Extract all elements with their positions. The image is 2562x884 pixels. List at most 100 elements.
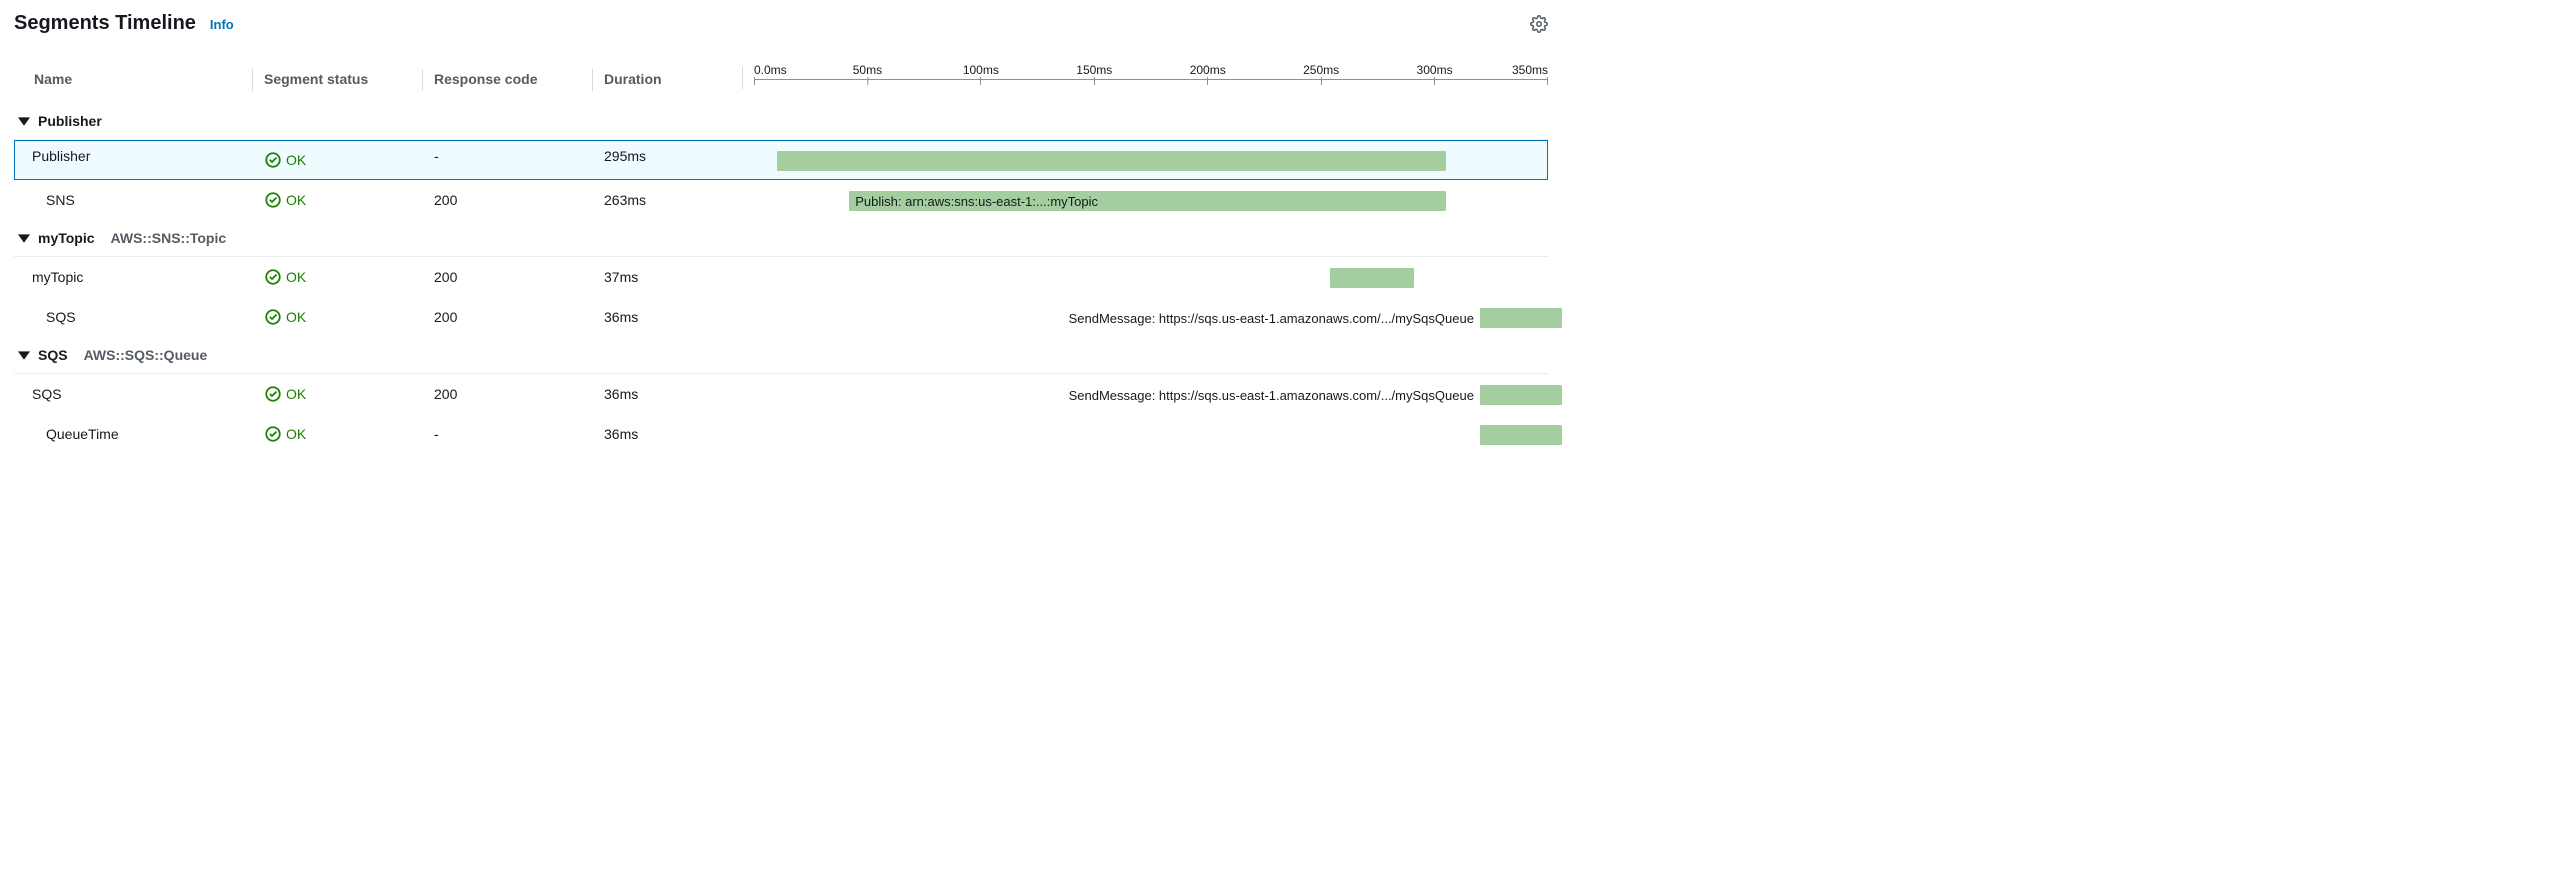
segment-name[interactable]: Publisher [14, 140, 264, 180]
timeline-track [754, 422, 1548, 446]
group-type: AWS::SQS::Queue [84, 347, 208, 363]
ruler-tick: 200ms [1190, 63, 1226, 85]
panel-header: Segments Timeline Info [14, 12, 1548, 35]
segment-name[interactable]: SNS [14, 184, 264, 216]
page-title: Segments Timeline [14, 12, 196, 35]
timeline-bar[interactable] [1480, 425, 1562, 445]
caret-down-icon[interactable] [18, 349, 30, 361]
ruler-tick-label: 100ms [963, 63, 999, 77]
timeline-cell [754, 414, 1548, 454]
ruler-tick-mark [1321, 77, 1322, 85]
timeline-track: SendMessage: https://sqs.us-east-1.amazo… [754, 305, 1548, 329]
ruler-tick-label: 50ms [853, 63, 882, 77]
ruler-tick: 300ms [1417, 63, 1453, 85]
ruler-tick: 50ms [853, 63, 882, 85]
duration: 37ms [604, 261, 754, 293]
response-code: - [434, 418, 604, 450]
gear-icon[interactable] [1530, 15, 1548, 33]
duration: 36ms [604, 378, 754, 410]
check-circle-icon [264, 308, 282, 326]
title-wrap: Segments Timeline Info [14, 12, 234, 35]
check-circle-icon [264, 425, 282, 443]
timeline-bar[interactable]: SendMessage: https://sqs.us-east-1.amazo… [1480, 385, 1562, 405]
status-text: OK [286, 309, 306, 325]
ruler-tick-label: 150ms [1076, 63, 1112, 77]
duration: 36ms [604, 418, 754, 450]
ruler-tick-mark [1207, 77, 1208, 85]
caret-down-icon[interactable] [18, 115, 30, 127]
status-text: OK [286, 426, 306, 442]
check-circle-icon [264, 151, 282, 169]
segment-name[interactable]: SQS [14, 301, 264, 333]
segment-name[interactable]: QueueTime [14, 418, 264, 450]
segment-name[interactable]: myTopic [14, 261, 264, 293]
ruler-tick-label: 250ms [1303, 63, 1339, 77]
ruler-tick: 250ms [1303, 63, 1339, 85]
status-text: OK [286, 269, 306, 285]
segment-status: OK [264, 183, 434, 217]
response-code: - [434, 140, 604, 180]
col-header-response: Response code [434, 65, 604, 101]
ruler-tick-mark [980, 77, 981, 85]
ruler-tick-mark [1434, 77, 1435, 85]
timeline-bar[interactable] [1330, 268, 1414, 288]
ruler-tick: 100ms [963, 63, 999, 85]
group-header-mytopic[interactable]: myTopicAWS::SNS::Topic [14, 220, 1548, 257]
col-header-name: Name [14, 65, 264, 101]
response-code: 200 [434, 184, 604, 216]
duration: 295ms [604, 140, 754, 180]
ruler-tick-label: 350ms [1512, 63, 1548, 77]
check-circle-icon [264, 191, 282, 209]
segment-status: OK [264, 260, 434, 294]
info-link[interactable]: Info [210, 17, 234, 32]
bar-label: SendMessage: https://sqs.us-east-1.amazo… [1069, 388, 1480, 403]
ruler-tick-label: 300ms [1417, 63, 1453, 77]
timeline-track [754, 265, 1548, 289]
timeline-bar[interactable] [777, 151, 1446, 171]
ruler-tick-mark [754, 77, 755, 85]
ruler-tick-label: 200ms [1190, 63, 1226, 77]
status-text: OK [286, 192, 306, 208]
timeline-track: Publish: arn:aws:sns:us-east-1:...:myTop… [754, 188, 1548, 212]
caret-down-icon[interactable] [18, 232, 30, 244]
timeline-bar[interactable]: Publish: arn:aws:sns:us-east-1:...:myTop… [849, 191, 1446, 211]
segment-status: OK [264, 377, 434, 411]
ruler-tick: 0.0ms [754, 63, 787, 85]
ruler-tick-mark [1547, 77, 1548, 85]
group-header-publisher[interactable]: Publisher [14, 103, 1548, 140]
status-text: OK [286, 386, 306, 402]
timeline-cell: SendMessage: https://sqs.us-east-1.amazo… [754, 297, 1548, 337]
timeline-cell [754, 140, 1548, 180]
time-ruler: 0.0ms 50ms 100ms 150ms 200ms 250ms 300ms 350ms [754, 63, 1548, 89]
col-header-status: Segment status [264, 65, 434, 101]
bar-label: Publish: arn:aws:sns:us-east-1:...:myTop… [855, 194, 1098, 209]
group-type: AWS::SNS::Topic [111, 230, 227, 246]
segments-grid: Name Segment status Response code Durati… [14, 63, 1548, 454]
timeline-cell [754, 257, 1548, 297]
segment-status: OK [264, 417, 434, 451]
duration: 263ms [604, 184, 754, 216]
group-header-sqs[interactable]: SQSAWS::SQS::Queue [14, 337, 1548, 374]
timeline-track: SendMessage: https://sqs.us-east-1.amazo… [754, 382, 1548, 406]
col-header-duration: Duration [604, 65, 754, 101]
group-title: Publisher [38, 113, 102, 129]
timeline-cell: SendMessage: https://sqs.us-east-1.amazo… [754, 374, 1548, 414]
segment-status: OK [264, 140, 434, 180]
segment-name[interactable]: SQS [14, 378, 264, 410]
segment-status: OK [264, 300, 434, 334]
timeline-bar[interactable]: SendMessage: https://sqs.us-east-1.amazo… [1480, 308, 1562, 328]
check-circle-icon [264, 268, 282, 286]
check-circle-icon [264, 385, 282, 403]
response-code: 200 [434, 301, 604, 333]
duration: 36ms [604, 301, 754, 333]
status-text: OK [286, 152, 306, 168]
response-code: 200 [434, 261, 604, 293]
bar-label: SendMessage: https://sqs.us-east-1.amazo… [1069, 311, 1480, 326]
ruler-tick-mark [1094, 77, 1095, 85]
ruler-tick: 150ms [1076, 63, 1112, 85]
segment-row-selected[interactable]: Publisher OK -295ms [14, 140, 1548, 180]
ruler-tick: 350ms [1512, 63, 1548, 85]
ruler-tick-mark [867, 77, 868, 85]
ruler-tick-label: 0.0ms [754, 63, 787, 77]
timeline-track [754, 148, 1548, 172]
